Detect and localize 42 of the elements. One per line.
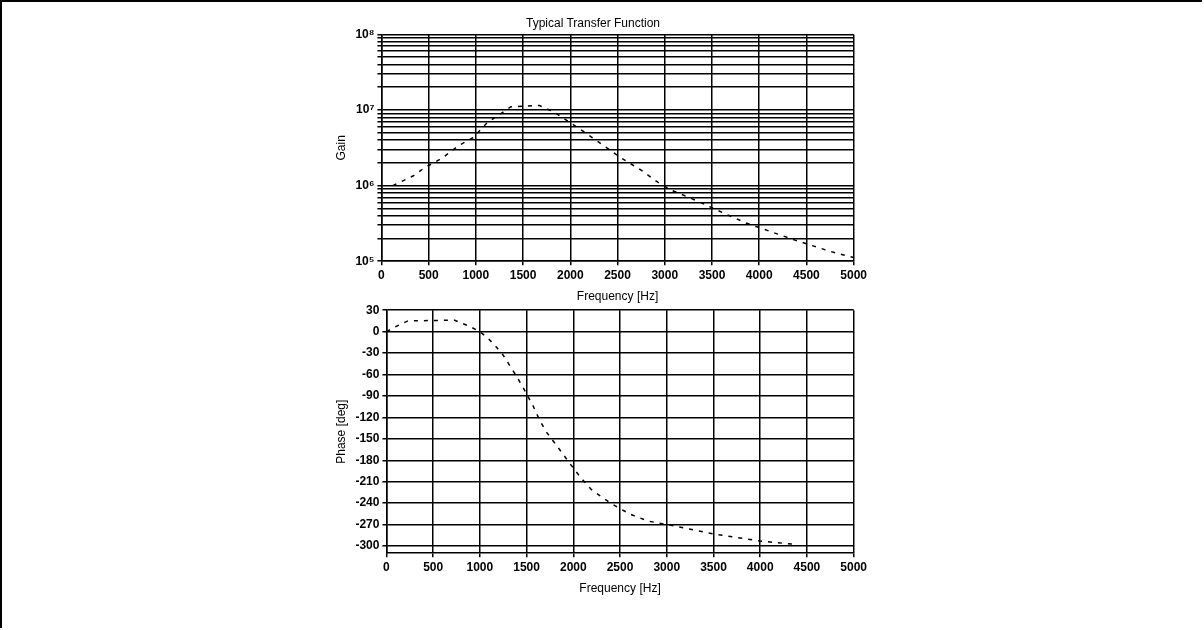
x-tick-label: 2500 xyxy=(606,559,634,574)
x-tick-label: 5000 xyxy=(840,559,868,574)
x-tick-label: 3000 xyxy=(651,267,679,282)
x-tick-label: 500 xyxy=(423,559,444,574)
y-tick-label: -210 xyxy=(355,474,380,489)
y-tick-label: 0 xyxy=(372,323,380,338)
y-axis-title: Phase [deg] xyxy=(333,399,348,464)
x-tick-label: 500 xyxy=(418,267,439,282)
x-tick-label: 4500 xyxy=(793,559,821,574)
x-tick-label: 3000 xyxy=(653,559,681,574)
x-tick-label: 1500 xyxy=(509,267,537,282)
x-tick-label: 3500 xyxy=(700,559,728,574)
x-tick-label: 2000 xyxy=(559,559,587,574)
y-axis-title: Gain xyxy=(333,135,348,161)
y-tick-label: -270 xyxy=(355,516,380,531)
x-tick-label: 4000 xyxy=(745,267,773,282)
x-axis-title: Frequency [Hz] xyxy=(576,289,659,304)
y-tick-label: -180 xyxy=(355,452,380,467)
y-tick-label: -90 xyxy=(362,388,380,403)
y-tick-label: 10⁵ xyxy=(355,253,375,268)
x-tick-label: 2000 xyxy=(556,267,584,282)
x-tick-label: 1000 xyxy=(466,559,494,574)
x-tick-label: 1000 xyxy=(462,267,490,282)
y-tick-label: -300 xyxy=(355,538,380,553)
x-tick-label: 1500 xyxy=(513,559,541,574)
y-tick-label: 30 xyxy=(366,302,380,317)
x-tick-label: 3500 xyxy=(698,267,726,282)
x-tick-label: 4500 xyxy=(793,267,821,282)
y-tick-label: -150 xyxy=(355,431,380,446)
x-axis-title: Frequency [Hz] xyxy=(579,581,661,596)
y-tick-label: 10⁷ xyxy=(356,102,375,117)
y-tick-label: -120 xyxy=(355,409,380,424)
x-tick-label: 5000 xyxy=(840,267,868,282)
y-tick-label: 10⁸ xyxy=(355,26,375,41)
y-tick-label: -60 xyxy=(362,366,380,381)
chart-title: Typical Transfer Function xyxy=(525,15,661,30)
x-tick-label: 2500 xyxy=(604,267,632,282)
y-tick-label: -30 xyxy=(362,345,380,360)
y-tick-label: -240 xyxy=(355,495,380,510)
x-tick-label: 4000 xyxy=(746,559,774,574)
x-tick-label: 0 xyxy=(383,559,391,574)
y-tick-label: 10⁶ xyxy=(355,177,375,192)
